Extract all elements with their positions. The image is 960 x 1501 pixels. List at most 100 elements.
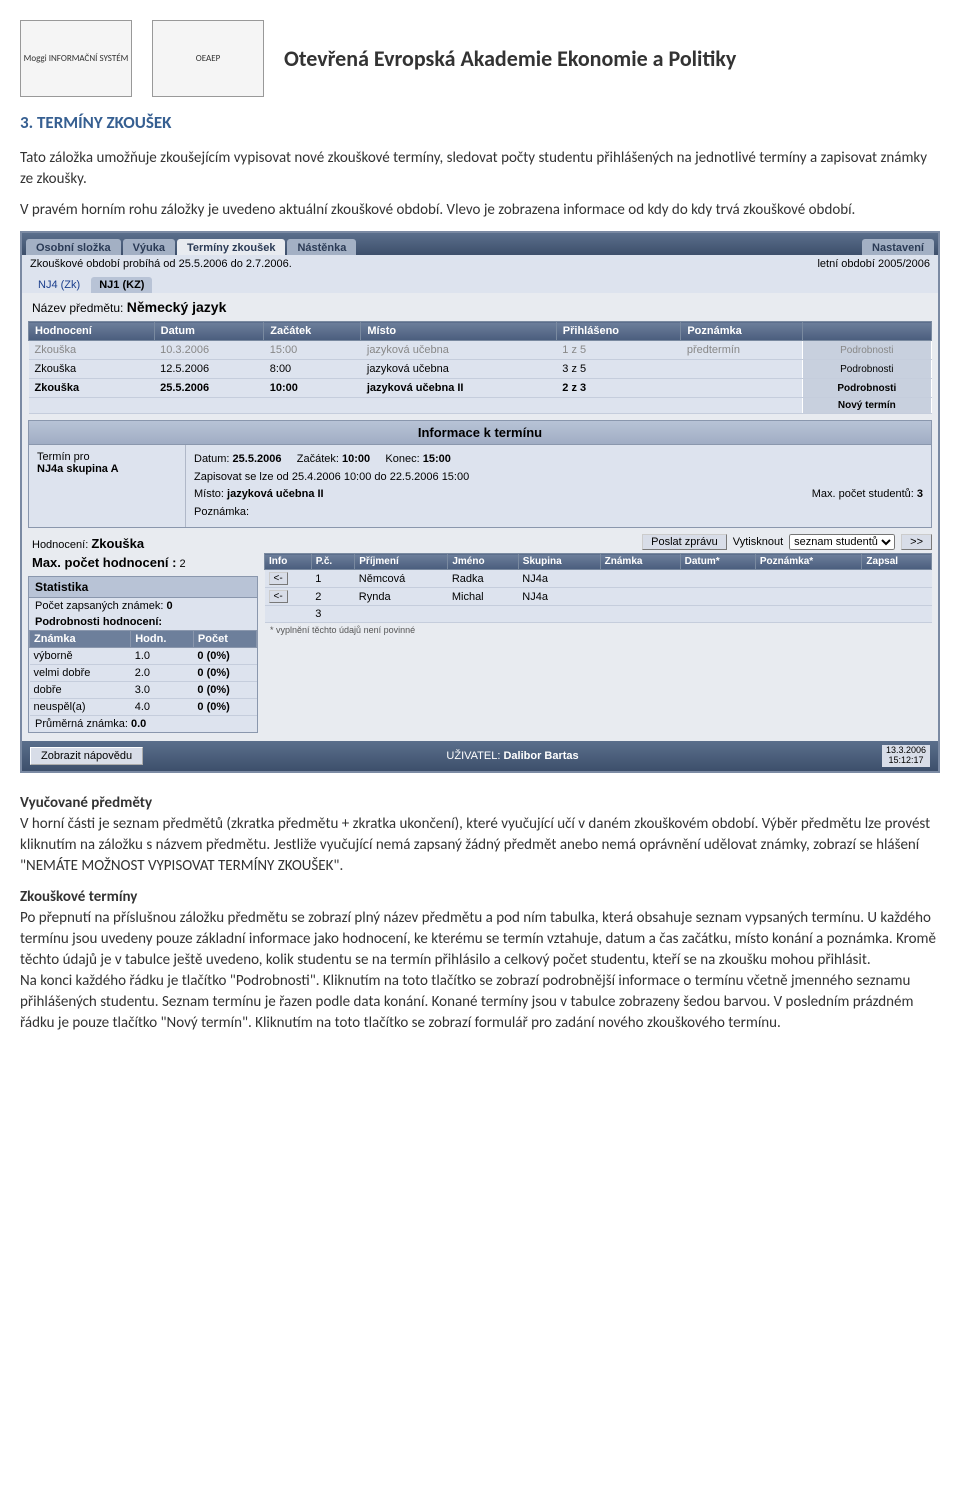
info-place-label: Místo: — [194, 488, 224, 500]
info-range: Zapisovat se lze od 25.4.2006 10:00 do 2… — [194, 469, 923, 487]
table-cell: 3 z 5 — [556, 360, 681, 379]
vyucovane-body: V horní části je seznam předmětů (zkratk… — [20, 815, 930, 875]
students-footnote: * vyplnění těchto údajů není povinné — [264, 623, 932, 637]
info-note-label: Poznámka: — [194, 504, 923, 522]
footer-bar: Zobrazit nápovědu UŽIVATEL: Dalibor Bart… — [22, 741, 938, 771]
stats-cell: 0 (0%) — [193, 699, 256, 716]
lower-panels: Hodnocení: Zkouška Max. počet hodnocení … — [28, 534, 932, 733]
logo-oeaep: OEAEP — [152, 20, 264, 97]
stats-count-row: Počet zapsaných známek: 0 — [29, 598, 257, 614]
period-name: letní období 2005/2006 — [817, 258, 930, 270]
table-cell: 15:00 — [264, 341, 361, 360]
print-go-button[interactable]: >> — [901, 534, 932, 550]
details-button[interactable]: Podrobnosti — [802, 360, 931, 379]
student-empty-cell — [680, 570, 755, 588]
table-cell: 25.5.2006 — [154, 379, 264, 398]
subject-value: Německý jazyk — [127, 299, 227, 315]
student-empty-cell — [755, 588, 862, 606]
info-end-label: Konec: — [385, 453, 419, 465]
help-button[interactable]: Zobrazit nápovědu — [30, 747, 143, 765]
hodnoceni-value: Zkouška — [91, 536, 144, 551]
table-cell: 2 z 3 — [556, 379, 681, 398]
timestamp-time: 15:12:17 — [886, 756, 926, 766]
table-cell: jazyková učebna — [361, 360, 556, 379]
tab-nastenka[interactable]: Nástěnka — [287, 239, 356, 255]
stats-table: Známka Hodn. Počet výborně1.00 (0%)velmi… — [29, 630, 257, 716]
subject-tab-nj1[interactable]: NJ1 (KZ) — [91, 277, 152, 293]
stats-row: neuspěl(a)4.00 (0%) — [30, 699, 257, 716]
maxh-value: 2 — [180, 558, 186, 570]
students-header: Info P.č. Příjmení Jméno Skupina Známka … — [265, 554, 932, 570]
info-max-value: 3 — [917, 488, 923, 500]
table-row: Zkouška25.5.200610:00jazyková učebna II2… — [29, 379, 932, 398]
info-max-label: Max. počet studentů: — [812, 488, 914, 500]
student-cell — [448, 606, 518, 623]
details-button[interactable]: Podrobnosti — [802, 379, 931, 398]
scol-jmeno: Jméno — [448, 554, 518, 570]
stats-row: dobře3.00 (0%) — [30, 682, 257, 699]
col-misto: Místo — [361, 322, 556, 341]
col-zacatek: Začátek — [264, 322, 361, 341]
stats-cell: 0 (0%) — [193, 682, 256, 699]
empty-cell — [361, 398, 556, 414]
student-row: <-1NěmcováRadkaNJ4a — [265, 570, 932, 588]
col-datum: Datum — [154, 322, 264, 341]
remove-student-button[interactable]: <- — [269, 590, 288, 603]
scol-pc: P.č. — [311, 554, 355, 570]
new-term-row: Nový termín — [29, 398, 932, 414]
stats-title: Statistika — [29, 577, 257, 598]
student-row: 3 — [265, 606, 932, 623]
table-cell — [681, 360, 802, 379]
student-cell: Němcová — [355, 570, 448, 588]
students-toolbar: Poslat zprávu Vytisknout seznam studentů… — [264, 534, 932, 550]
student-empty-cell — [755, 606, 862, 623]
table-cell: Zkouška — [29, 341, 155, 360]
header-title: Otevřená Evropská Akademie Ekonomie a Po… — [284, 45, 736, 72]
period-text: Zkouškové období probíhá od 25.5.2006 do… — [30, 258, 292, 270]
details-button[interactable]: Podrobnosti — [802, 341, 931, 360]
tab-osobni[interactable]: Osobní složka — [26, 239, 121, 255]
table-cell: Zkouška — [29, 379, 155, 398]
empty-cell — [556, 398, 681, 414]
stats-avg-row: Průměrná známka: 0.0 — [29, 716, 257, 732]
stats-detail-label: Podrobnosti hodnocení: — [29, 614, 257, 630]
period-row: Zkouškové období probíhá od 25.5.2006 do… — [22, 255, 938, 273]
new-term-button[interactable]: Nový termín — [802, 398, 931, 414]
stats-cell: neuspěl(a) — [30, 699, 131, 716]
stats-cell: dobře — [30, 682, 131, 699]
student-empty-cell — [600, 606, 680, 623]
empty-cell — [29, 398, 155, 414]
subject-tab-nj4[interactable]: NJ4 (Zk) — [30, 277, 88, 293]
scol-poznamka: Poznámka* — [755, 554, 862, 570]
info-start-value: 10:00 — [342, 453, 370, 465]
vyucovane-section: Vyučované předměty V horní části je sezn… — [20, 793, 940, 877]
student-empty-cell — [600, 570, 680, 588]
stats-cell: výborně — [30, 648, 131, 665]
student-empty-cell — [680, 588, 755, 606]
empty-cell — [264, 398, 361, 414]
stats-avg-value: 0.0 — [131, 718, 146, 730]
student-empty-cell — [755, 570, 862, 588]
col-poznamka: Poznámka — [681, 322, 802, 341]
print-select[interactable]: seznam studentů — [789, 534, 895, 550]
print-label: Vytisknout — [733, 536, 783, 548]
tab-vyuka[interactable]: Výuka — [123, 239, 175, 255]
zkouskove-heading: Zkouškové termíny — [20, 888, 137, 906]
student-empty-cell — [680, 606, 755, 623]
send-message-button[interactable]: Poslat zprávu — [642, 534, 727, 550]
col-action — [802, 322, 931, 341]
scol-datum: Datum* — [680, 554, 755, 570]
scol-skupina: Skupina — [518, 554, 600, 570]
subject-tabs: NJ4 (Zk) NJ1 (KZ) — [22, 273, 938, 293]
stats-cell: 0 (0%) — [193, 665, 256, 682]
zkouskove-section: Zkouškové termíny Po přepnutí na přísluš… — [20, 887, 940, 1034]
student-info-cell: <- — [265, 588, 312, 606]
remove-student-button[interactable]: <- — [269, 572, 288, 585]
scol-prijmeni: Příjmení — [355, 554, 448, 570]
tab-terminy[interactable]: Termíny zkoušek — [177, 239, 285, 255]
termin-pro-group-value: NJ4a skupina A — [37, 463, 119, 475]
intro-paragraph-1: Tato záložka umožňuje zkoušejícím vypiso… — [20, 148, 940, 190]
subject-label: Název předmětu: — [32, 301, 123, 315]
stats-avg-label: Průměrná známka: — [35, 718, 128, 730]
tab-nastaveni[interactable]: Nastavení — [862, 239, 934, 255]
